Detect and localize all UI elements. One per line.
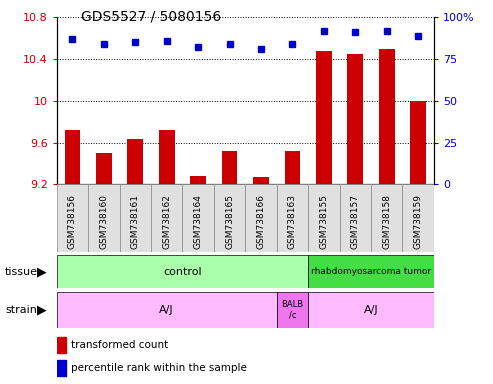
FancyBboxPatch shape xyxy=(57,184,88,252)
FancyBboxPatch shape xyxy=(371,184,402,252)
Bar xyxy=(65,130,80,184)
FancyBboxPatch shape xyxy=(277,184,308,252)
Text: GSM738158: GSM738158 xyxy=(382,194,391,249)
Text: tissue: tissue xyxy=(5,266,38,277)
Bar xyxy=(57,337,66,353)
FancyBboxPatch shape xyxy=(151,184,182,252)
Text: GSM738162: GSM738162 xyxy=(162,194,171,249)
FancyBboxPatch shape xyxy=(308,292,434,328)
Bar xyxy=(96,153,112,184)
FancyBboxPatch shape xyxy=(402,184,434,252)
Bar xyxy=(190,176,206,184)
Text: BALB
/c: BALB /c xyxy=(282,300,304,320)
Bar xyxy=(379,49,394,184)
FancyBboxPatch shape xyxy=(340,184,371,252)
FancyBboxPatch shape xyxy=(119,184,151,252)
Text: rhabdomyosarcoma tumor: rhabdomyosarcoma tumor xyxy=(311,267,431,276)
Text: GSM738159: GSM738159 xyxy=(414,194,423,249)
FancyBboxPatch shape xyxy=(214,184,245,252)
Bar xyxy=(222,151,238,184)
Bar xyxy=(316,51,332,184)
Text: GSM738155: GSM738155 xyxy=(319,194,328,249)
Text: GSM738156: GSM738156 xyxy=(68,194,77,249)
Text: ▶: ▶ xyxy=(37,265,47,278)
FancyBboxPatch shape xyxy=(308,184,340,252)
Text: GSM738157: GSM738157 xyxy=(351,194,360,249)
Text: GSM738163: GSM738163 xyxy=(288,194,297,249)
FancyBboxPatch shape xyxy=(57,255,308,288)
Bar xyxy=(57,360,66,376)
Bar xyxy=(410,101,426,184)
Text: GDS5527 / 5080156: GDS5527 / 5080156 xyxy=(81,10,221,23)
Text: transformed count: transformed count xyxy=(71,340,169,350)
FancyBboxPatch shape xyxy=(88,184,119,252)
Text: GSM738164: GSM738164 xyxy=(194,194,203,249)
FancyBboxPatch shape xyxy=(245,184,277,252)
Text: percentile rank within the sample: percentile rank within the sample xyxy=(71,363,247,373)
FancyBboxPatch shape xyxy=(308,255,434,288)
Text: GSM738165: GSM738165 xyxy=(225,194,234,249)
Text: GSM738161: GSM738161 xyxy=(131,194,140,249)
Bar xyxy=(159,130,175,184)
Bar xyxy=(253,177,269,184)
FancyBboxPatch shape xyxy=(57,292,277,328)
Bar xyxy=(284,151,300,184)
Text: strain: strain xyxy=(5,305,37,315)
Text: GSM738166: GSM738166 xyxy=(256,194,266,249)
Text: GSM738160: GSM738160 xyxy=(99,194,108,249)
Text: A/J: A/J xyxy=(364,305,378,315)
FancyBboxPatch shape xyxy=(277,292,308,328)
Bar xyxy=(348,54,363,184)
Text: control: control xyxy=(163,266,202,277)
FancyBboxPatch shape xyxy=(182,184,214,252)
Bar xyxy=(127,139,143,184)
Text: A/J: A/J xyxy=(159,305,174,315)
Text: ▶: ▶ xyxy=(37,304,47,316)
